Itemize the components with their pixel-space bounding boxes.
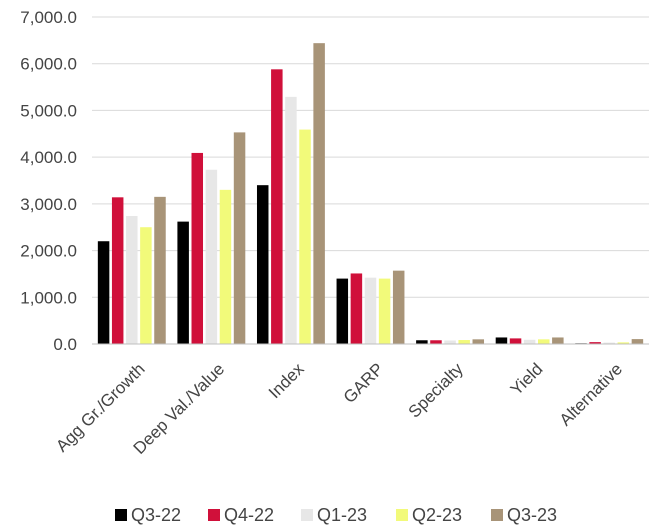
bar-q3-22 [336, 278, 349, 344]
bar-q3-22 [97, 241, 110, 344]
bar-q3-23 [631, 339, 644, 344]
bar-q3-22 [495, 337, 508, 344]
bar-q4-22 [350, 273, 363, 344]
legend-swatch [396, 509, 408, 521]
legend-label: Q1-23 [317, 505, 367, 525]
y-tick-label: 2,000.0 [20, 242, 77, 261]
legend: Q3-22 Q4-22 Q1-23 Q2-23 Q3-23 [115, 505, 557, 525]
x-category-label: Alternative [556, 359, 626, 429]
y-tick-label: 1,000.0 [20, 288, 77, 307]
legend-swatch [301, 509, 313, 521]
y-tick-label: 7,000.0 [20, 8, 77, 27]
bar-q1-23 [364, 277, 377, 344]
y-tick-label: 3,000.0 [20, 195, 77, 214]
legend-item: Q4-22 [208, 505, 274, 525]
y-tick-label: 6,000.0 [20, 55, 77, 74]
bar-q4-22 [111, 197, 124, 344]
bar-q3-22 [416, 340, 428, 344]
bar-q3-22 [177, 221, 189, 344]
y-tick-label: 0.0 [53, 335, 77, 354]
bar-q1-23 [205, 169, 218, 344]
legend-item: Q2-23 [396, 505, 462, 525]
legend-label: Q3-23 [507, 505, 557, 525]
legend-swatch [491, 509, 503, 521]
legend-swatch [115, 509, 127, 521]
legend-item: Q3-22 [115, 505, 181, 525]
bar-q4-22 [589, 342, 601, 344]
bar-q2-23 [378, 278, 391, 344]
bar-q3-23 [154, 196, 166, 344]
x-category-label: GARP [340, 359, 388, 407]
bar-q3-23 [233, 132, 246, 344]
x-category-label: Yield [507, 359, 547, 399]
bar-q3-23 [313, 43, 325, 344]
y-tick-label: 4,000.0 [20, 148, 77, 167]
bar-q3-23 [472, 339, 485, 344]
legend-item: Q3-23 [491, 505, 557, 525]
bar-q1-23 [126, 216, 138, 344]
bar-q2-23 [458, 340, 470, 344]
bar-q3-23 [392, 270, 405, 344]
bar-q1-23 [523, 339, 536, 344]
bar-q2-23 [537, 339, 550, 344]
bar-q1-23 [285, 96, 297, 344]
bar-q3-22 [256, 185, 269, 344]
bar-q2-23 [140, 227, 152, 344]
bar-q2-23 [617, 342, 630, 344]
bar-q3-23 [552, 337, 564, 344]
bar-q2-23 [219, 189, 232, 344]
y-tick-label: 5,000.0 [20, 101, 77, 120]
x-category-label: Specialty [405, 359, 468, 422]
bar-q1-23 [444, 340, 456, 344]
bar-q1-23 [603, 342, 615, 344]
legend-label: Q4-22 [224, 505, 274, 525]
legend-item: Q1-23 [301, 505, 367, 525]
bar-q4-22 [509, 338, 522, 344]
y-axis-tick-labels: 0.0 1,000.0 2,000.0 3,000.0 4,000.0 5,000.0 6,… [20, 8, 77, 354]
gridlines [92, 16, 649, 298]
bar-q2-23 [299, 129, 311, 344]
bar-q4-22 [430, 340, 442, 344]
x-category-label: Index [265, 359, 308, 402]
legend-label: Q2-23 [412, 505, 462, 525]
bar-q4-22 [191, 152, 204, 344]
bars [97, 43, 644, 344]
legend-label: Q3-22 [131, 505, 181, 525]
bar-q4-22 [271, 69, 283, 344]
legend-swatch [208, 509, 220, 521]
